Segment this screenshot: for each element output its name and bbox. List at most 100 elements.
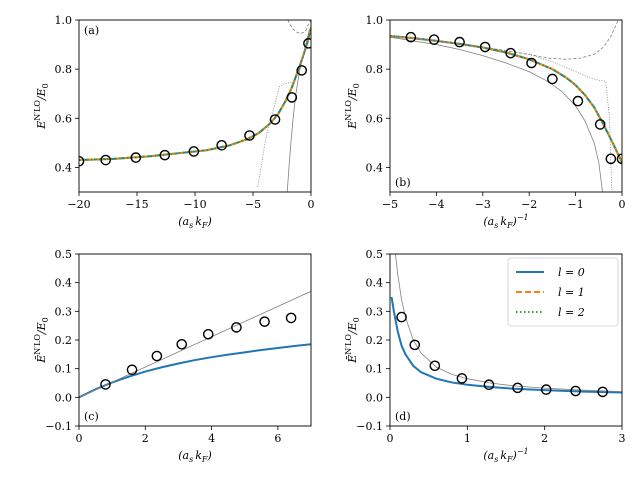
data-marker	[296, 65, 308, 76]
y-tick-label: 0.8	[55, 63, 73, 76]
y-tick-label: 0.3	[55, 305, 73, 318]
x-tick-label: −20	[67, 198, 90, 211]
data-marker	[505, 47, 516, 59]
data-marker	[456, 373, 468, 384]
y-tick-label: 0.2	[55, 334, 73, 347]
x-axis-label: (as kF)	[178, 215, 212, 230]
series-line-ref-solid	[390, 36, 603, 192]
data-marker	[597, 386, 608, 398]
x-tick-label: 6	[274, 432, 281, 445]
data-marker	[512, 382, 523, 394]
y-tick-label: −0.1	[356, 420, 383, 433]
data-marker	[100, 379, 111, 390]
series-line-ref-solid	[286, 29, 310, 192]
x-tick-label: −5	[382, 198, 398, 211]
y-tick-label: 0.5	[55, 248, 73, 261]
y-tick-label: 0.4	[366, 161, 384, 174]
x-tick-label: 2	[541, 432, 548, 445]
axes-frame	[78, 253, 312, 427]
data-marker	[231, 322, 242, 333]
y-tick-label: 0.8	[366, 63, 384, 76]
data-marker	[405, 31, 417, 43]
legend: l = 0 l = 1 l = 2	[507, 257, 619, 327]
data-marker	[216, 140, 227, 151]
data-marker	[526, 57, 537, 69]
data-marker	[605, 153, 617, 165]
x-tick-label: 4	[208, 432, 215, 445]
y-tick-label: 0.5	[366, 248, 384, 261]
y-tick-label: −0.1	[45, 420, 72, 433]
data-marker	[429, 360, 441, 372]
legend-box	[507, 257, 619, 327]
panel-a: −20 −15 −10 −5 0 0.4 0.6 0.8 1.0 (as kF) EN′LO/E0 (a…	[33, 14, 315, 230]
legend-label: l = 2	[558, 306, 585, 319]
series-line-l-2	[390, 34, 622, 163]
legend-label: l = 1	[558, 286, 585, 299]
y-tick-label: 0.0	[55, 391, 73, 404]
y-axis-label: ĒN′LO/E0	[33, 317, 50, 364]
data-marker	[616, 153, 622, 165]
data-marker	[547, 73, 558, 85]
y-axis-label: ĒN′LO/E0	[344, 317, 361, 364]
svg-text:ĒN′LO/E0: ĒN′LO/E0	[344, 317, 361, 364]
x-axis-label: (as kF)−1	[483, 447, 528, 464]
data-marker	[428, 34, 440, 45]
x-tick-label: −2	[521, 198, 537, 211]
x-tick-label: −3	[475, 198, 491, 211]
series-line-l-0	[79, 27, 311, 162]
plot-area-c	[79, 290, 311, 399]
y-axis-label: EN′LO/E0	[344, 83, 361, 130]
x-tick-label: 1	[464, 432, 471, 445]
y-tick-label: 0.6	[55, 112, 73, 125]
data-marker	[188, 146, 200, 157]
data-marker	[176, 338, 188, 350]
x-tick-label: 3	[619, 432, 626, 445]
x-tick-label: −10	[183, 198, 206, 211]
x-tick-label: −15	[125, 198, 148, 211]
data-marker	[151, 350, 163, 362]
svg-text:ĒN′LO/E0: ĒN′LO/E0	[33, 317, 50, 364]
data-marker	[572, 95, 584, 107]
series-line-l-2	[79, 27, 311, 162]
x-tick-label: −4	[428, 198, 444, 211]
data-marker	[454, 36, 465, 48]
data-marker	[159, 149, 171, 161]
data-marker	[269, 114, 281, 125]
x-tick-label: 0	[387, 432, 394, 445]
x-tick-label: 0	[308, 198, 315, 211]
data-marker	[396, 311, 407, 323]
data-marker	[100, 154, 111, 166]
data-marker	[483, 379, 495, 391]
y-tick-label: 0.1	[55, 363, 73, 376]
data-marker	[286, 92, 298, 103]
plot-area-b	[390, 20, 622, 192]
plot-area-d	[390, 254, 622, 398]
y-tick-label: 0.3	[366, 305, 384, 318]
series-line-ref-dashed	[287, 20, 311, 34]
data-marker	[409, 339, 421, 351]
x-axis-label: (as kF)	[178, 449, 212, 464]
data-marker	[594, 119, 606, 130]
series-line-ref-curve	[395, 254, 622, 392]
data-marker	[130, 152, 142, 163]
panel-label: (d)	[395, 410, 411, 423]
panel-label: (c)	[84, 410, 99, 423]
series-line-ref-dotted	[257, 81, 294, 188]
data-marker	[570, 385, 581, 397]
series-line-l-0	[79, 343, 311, 399]
data-marker	[303, 38, 311, 49]
y-tick-label: 0.4	[366, 277, 384, 290]
y-tick-label: 0.6	[366, 112, 384, 125]
y-tick-label: 1.0	[55, 14, 73, 27]
axes-frame	[78, 19, 312, 193]
panel-label: (b)	[395, 176, 411, 189]
y-tick-label: 0.2	[366, 334, 384, 347]
plot-area-a	[79, 20, 311, 192]
panel-label: (a)	[84, 24, 99, 37]
y-tick-label: 0.1	[366, 363, 384, 376]
x-tick-label: 0	[76, 432, 83, 445]
data-marker	[479, 41, 491, 53]
y-tick-label: 0.4	[55, 277, 73, 290]
x-tick-label: −1	[567, 198, 583, 211]
